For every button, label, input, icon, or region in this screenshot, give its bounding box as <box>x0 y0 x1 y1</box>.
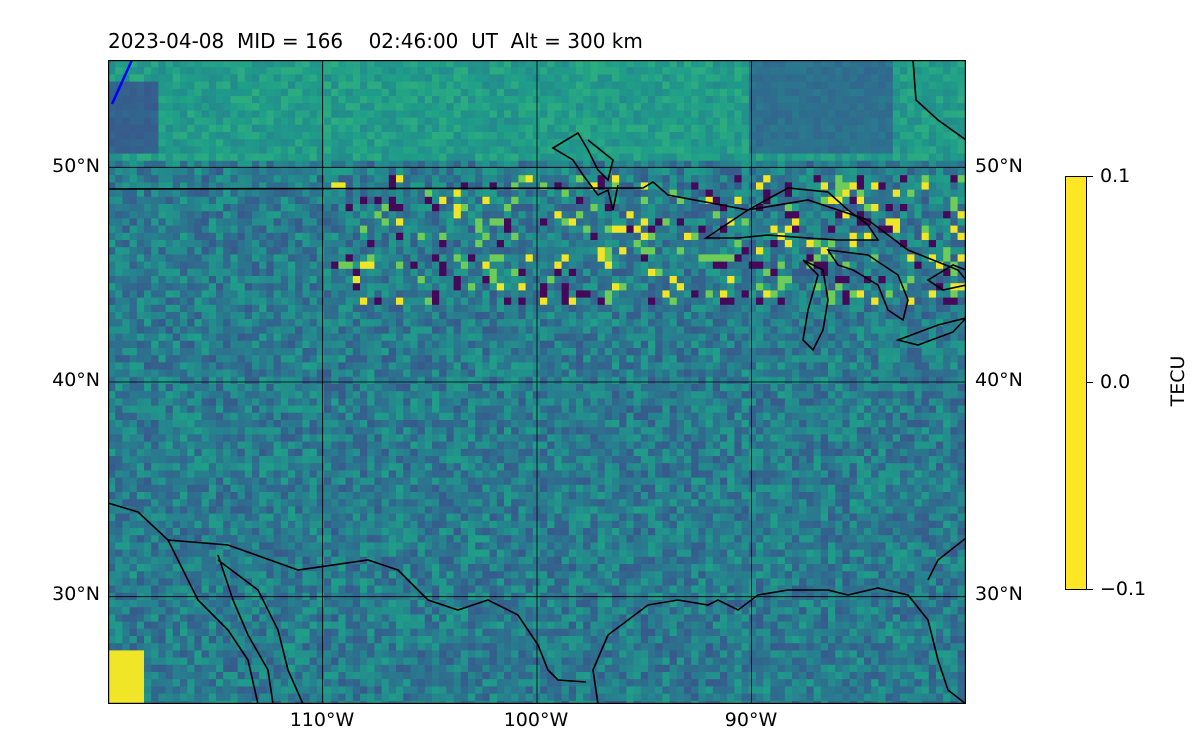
lat-label-30n-right: 30°N <box>975 583 1023 605</box>
colorbar-title: TECU <box>1167 351 1189 411</box>
lat-label-30n-left: 30°N <box>10 583 100 605</box>
colorbar-label-zero: 0.0 <box>1100 371 1130 393</box>
lat-label-50n-right: 50°N <box>975 155 1023 177</box>
colorbar <box>1065 176 1087 590</box>
lat-label-40n-left: 40°N <box>10 369 100 391</box>
lat-label-50n-left: 50°N <box>10 155 100 177</box>
colorbar-label-max: 0.1 <box>1100 165 1130 187</box>
figure-title: 2023-04-08 MID = 166 02:46:00 UT Alt = 3… <box>108 29 643 53</box>
tec-map <box>108 60 966 704</box>
colorbar-label-min: −0.1 <box>1100 578 1146 600</box>
lon-label-90w: 90°W <box>701 709 801 731</box>
lon-label-100w: 100°W <box>486 709 586 731</box>
colorbar-tick-mid <box>1087 382 1093 383</box>
colorbar-tick-bottom <box>1087 589 1093 590</box>
lat-label-40n-right: 40°N <box>975 369 1023 391</box>
lon-label-110w: 110°W <box>272 709 372 731</box>
colorbar-tick-top <box>1087 176 1093 177</box>
